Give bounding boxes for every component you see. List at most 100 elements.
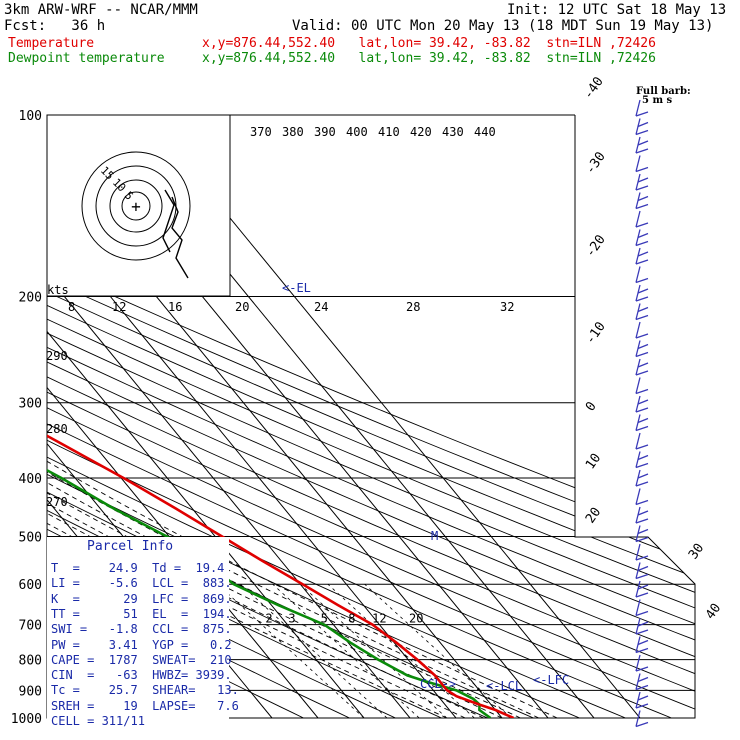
theta-label-390: 390 — [314, 125, 336, 139]
temperature-point — [455, 695, 458, 697]
isotherm-0 — [47, 115, 411, 718]
dewpoint-point — [277, 604, 280, 606]
wind-barb — [635, 432, 649, 450]
wind-barb-staff — [635, 506, 641, 524]
wind-barb — [635, 247, 649, 265]
wind-barb-staff — [635, 303, 641, 320]
wind-barb — [635, 451, 649, 469]
wind-barb — [635, 303, 649, 321]
wind-barb-flag — [635, 259, 649, 265]
dry-adiabat-360 — [47, 115, 695, 718]
pressure-label-1000: 1000 — [11, 712, 42, 727]
mixing-ratio-label-12: 12 — [372, 612, 386, 626]
hodograph-units: kts — [47, 283, 69, 297]
dewpoint-point — [455, 689, 458, 692]
wind-barb-staff — [635, 580, 641, 598]
wind-barb — [635, 395, 649, 413]
wind-barb-flag — [637, 195, 649, 202]
wind-barb-flag — [635, 333, 649, 339]
temperature-point — [395, 641, 398, 644]
wind-barb — [635, 284, 649, 302]
pressure-label-700: 700 — [19, 619, 42, 634]
temperature-location: x,y=876.44,552.40 lat,lon= 39.42, -83.82… — [202, 36, 656, 51]
theta-label-440: 440 — [474, 125, 496, 139]
wind-barb-staff — [635, 284, 641, 302]
wind-barb-flag — [637, 639, 649, 646]
theta-label-380: 380 — [282, 125, 304, 139]
wind-barb-flag — [635, 203, 649, 210]
wind-barb — [635, 691, 649, 709]
temperature-point — [175, 508, 178, 510]
wind-barb-staff — [635, 562, 641, 579]
theta-side-label-270: 270 — [46, 495, 68, 509]
wind-barb-flag — [635, 536, 649, 543]
parcel-info-row: T = 24.9 Td = 19.4 — [51, 561, 225, 575]
theta-label-400: 400 — [346, 125, 368, 139]
level-marker: <-EL — [282, 281, 311, 295]
pressure-label-300: 300 — [19, 397, 42, 412]
mixing-ratio-label-8: 8 — [348, 612, 355, 626]
wind-barb-flag — [635, 481, 649, 487]
wind-barb-flag — [635, 462, 649, 469]
parcel-info-row: PW = 3.41 YGP = 0.2 — [51, 637, 232, 652]
parcel-info-row: TT = 51 EL = 194. — [51, 606, 232, 621]
wind-barb-flag — [637, 343, 649, 350]
temperature-point — [446, 689, 448, 692]
wind-barb-flag — [635, 573, 649, 580]
wind-barb-flag — [637, 232, 649, 239]
wind-barb — [635, 617, 649, 635]
dry-adiabat-320 — [47, 115, 626, 718]
wind-barb-staff — [635, 136, 641, 154]
wind-barb-flag — [635, 111, 649, 117]
wind-barb-flag — [635, 684, 649, 691]
hodograph-trace-2 — [162, 189, 175, 253]
wind-barb-staff — [635, 636, 641, 653]
wind-barb-flag — [635, 610, 649, 617]
wind-barb — [635, 543, 649, 561]
wind-barb-flag — [635, 499, 649, 506]
isotherm--10 — [47, 115, 365, 718]
parcel-info-title: Parcel Info — [87, 539, 174, 554]
wind-barb-staff — [635, 451, 641, 468]
wind-barb-flag — [635, 351, 649, 358]
wind-barb — [635, 414, 649, 432]
wind-barb-flag — [637, 306, 649, 313]
theta-label-370: 370 — [250, 125, 272, 139]
wind-barbs — [635, 99, 649, 728]
mixing-ratio-label-2: 2 — [265, 612, 272, 626]
wind-barb-staff — [635, 173, 641, 191]
pressure-label-400: 400 — [19, 472, 42, 487]
wind-barb — [635, 155, 649, 173]
wind-barb-flag — [637, 621, 649, 627]
dry-adiabat-260 — [47, 115, 350, 718]
parcel-info-row: Tc = 25.7 SHEAR= 13. — [51, 683, 239, 698]
level-marker: <-LFC — [533, 673, 569, 687]
hodograph-trace — [171, 196, 189, 279]
wind-barb-flag — [635, 185, 649, 191]
wind-barb-flag — [637, 510, 649, 516]
wind-barb — [635, 358, 649, 376]
mixing-ratio-line-5 — [272, 583, 420, 718]
dewpoint-point — [406, 674, 409, 677]
isotherm-label--40: -40 — [581, 74, 607, 102]
wind-barb — [635, 710, 649, 728]
wind-barb-flag — [635, 388, 649, 395]
wind-barb-flag — [635, 629, 649, 635]
hodograph-center: + — [131, 197, 141, 216]
wind-barb-staff — [635, 229, 641, 246]
temperature-point — [337, 604, 339, 606]
parcel-info-panel: Parcel Info T = 24.9 Td = 19.4 LI = -5.6 … — [47, 537, 239, 730]
mixing-ratio-line-20 — [364, 583, 512, 718]
wind-barb-staff — [635, 525, 641, 542]
wind-barb-staff — [635, 488, 641, 505]
dewpoint-point — [323, 623, 326, 626]
parcel-info-row: CELL = 311/11 — [51, 714, 145, 728]
wind-barb-flag — [637, 454, 649, 461]
wind-barb-flag — [635, 407, 649, 413]
temperature-point — [371, 623, 374, 626]
wind-barb-staff — [635, 395, 641, 413]
level-marker: M — [431, 529, 438, 543]
dry-adiabat-420 — [47, 115, 695, 718]
wind-barb-staff — [635, 654, 641, 672]
temperature-point — [262, 560, 265, 563]
